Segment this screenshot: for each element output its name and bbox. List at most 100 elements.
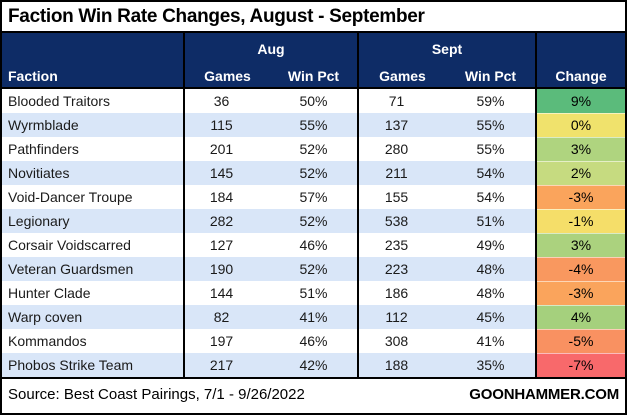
sept-games-cell: 308	[357, 329, 446, 353]
column-header-sept-win-pct: Win Pct	[464, 68, 517, 84]
sept-games-cell: 137	[357, 113, 446, 137]
sept-win-pct-cell: 55%	[476, 141, 505, 157]
sept-win-pct-cell: 41%	[476, 333, 505, 349]
table-row: Pathfinders 201 52% 280 55% 3%	[2, 137, 625, 161]
change-cell: -4%	[535, 257, 625, 281]
change-cell: 2%	[535, 161, 625, 185]
sept-win-pct-cell: 51%	[476, 213, 505, 229]
change-cell: -7%	[535, 353, 625, 377]
aug-games-cell: 144	[183, 281, 270, 305]
table-row: Corsair Voidscarred 127 46% 235 49% 3%	[2, 233, 625, 257]
header-blank-faction	[2, 33, 183, 60]
source-note: Source: Best Coast Pairings, 7/1 - 9/26/…	[8, 385, 305, 403]
aug-games-cell: 282	[183, 209, 270, 233]
table-row: Phobos Strike Team 217 42% 188 35% -7%	[2, 353, 625, 377]
aug-win-pct-cell: 52%	[299, 261, 328, 277]
aug-games-cell: 115	[183, 113, 270, 137]
aug-games-cell: 127	[183, 233, 270, 257]
sept-win-pct-cell: 45%	[476, 309, 505, 325]
table-row: Novitiates 145 52% 211 54% 2%	[2, 161, 625, 185]
faction-name-cell: Hunter Clade	[8, 285, 91, 301]
aug-win-pct-cell: 46%	[299, 333, 328, 349]
table-row: Blooded Traitors 36 50% 71 59% 9%	[2, 89, 625, 113]
faction-name-cell: Pathfinders	[8, 141, 79, 157]
faction-name-cell: Veteran Guardsmen	[8, 261, 134, 277]
aug-win-pct-cell: 55%	[299, 117, 328, 133]
sept-win-pct-cell: 48%	[476, 285, 505, 301]
sept-win-pct-cell: 55%	[476, 117, 505, 133]
table-row: Kommandos 197 46% 308 41% -5%	[2, 329, 625, 353]
change-cell: 3%	[535, 233, 625, 257]
sept-games-cell: 280	[357, 137, 446, 161]
aug-win-pct-cell: 57%	[299, 189, 328, 205]
table-row: Legionary 282 52% 538 51% -1%	[2, 209, 625, 233]
page-title: Faction Win Rate Changes, August - Septe…	[2, 2, 625, 33]
sept-win-pct-cell: 54%	[476, 165, 505, 181]
sept-games-cell: 112	[357, 305, 446, 329]
change-cell: 3%	[535, 137, 625, 161]
sept-win-pct-cell: 48%	[476, 261, 505, 277]
sept-win-pct-cell: 54%	[476, 189, 505, 205]
sept-games-cell: 211	[357, 161, 446, 185]
aug-games-cell: 145	[183, 161, 270, 185]
column-group-aug: Aug	[183, 33, 357, 60]
sept-games-cell: 188	[357, 353, 446, 377]
faction-name-cell: Corsair Voidscarred	[8, 237, 131, 253]
column-header-aug-win-pct: Win Pct	[287, 68, 340, 84]
header-group-row: Aug Sept	[2, 33, 625, 60]
aug-win-pct-cell: 50%	[299, 93, 328, 109]
faction-name-cell: Phobos Strike Team	[8, 357, 134, 373]
faction-name-cell: Wyrmblade	[8, 117, 79, 133]
aug-games-cell: 184	[183, 185, 270, 209]
column-header-faction: Faction	[8, 68, 58, 84]
table-header: Aug Sept Faction Games Win Pct Games Win…	[2, 33, 625, 89]
table-body: Blooded Traitors 36 50% 71 59% 9% Wyrmbl…	[2, 89, 625, 377]
aug-games-cell: 190	[183, 257, 270, 281]
faction-name-cell: Warp coven	[8, 309, 83, 325]
aug-win-pct-cell: 52%	[299, 213, 328, 229]
aug-win-pct-cell: 46%	[299, 237, 328, 253]
change-cell: 0%	[535, 113, 625, 137]
faction-name-cell: Void-Dancer Troupe	[8, 189, 133, 205]
table-row: Wyrmblade 115 55% 137 55% 0%	[2, 113, 625, 137]
aug-games-cell: 82	[183, 305, 270, 329]
change-cell: -5%	[535, 329, 625, 353]
change-cell: -3%	[535, 281, 625, 305]
aug-win-pct-cell: 42%	[299, 357, 328, 373]
sept-win-pct-cell: 59%	[476, 93, 505, 109]
table-footer: Source: Best Coast Pairings, 7/1 - 9/26/…	[2, 377, 625, 409]
sept-games-cell: 235	[357, 233, 446, 257]
aug-win-pct-cell: 41%	[299, 309, 328, 325]
header-column-row: Faction Games Win Pct Games Win Pct Chan…	[2, 60, 625, 87]
sept-games-cell: 71	[357, 89, 446, 113]
aug-games-cell: 217	[183, 353, 270, 377]
aug-games-cell: 201	[183, 137, 270, 161]
table-row: Veteran Guardsmen 190 52% 223 48% -4%	[2, 257, 625, 281]
sept-games-cell: 186	[357, 281, 446, 305]
faction-name-cell: Blooded Traitors	[8, 93, 110, 109]
sept-games-cell: 155	[357, 185, 446, 209]
change-cell: 4%	[535, 305, 625, 329]
table-row: Hunter Clade 144 51% 186 48% -3%	[2, 281, 625, 305]
sept-win-pct-cell: 49%	[476, 237, 505, 253]
aug-games-cell: 197	[183, 329, 270, 353]
column-group-sept: Sept	[357, 33, 535, 60]
aug-win-pct-cell: 52%	[299, 141, 328, 157]
table-row: Warp coven 82 41% 112 45% 4%	[2, 305, 625, 329]
header-blank-change	[535, 33, 625, 60]
table-row: Void-Dancer Troupe 184 57% 155 54% -3%	[2, 185, 625, 209]
column-header-aug-games: Games	[183, 60, 270, 87]
faction-name-cell: Kommandos	[8, 333, 87, 349]
change-cell: -1%	[535, 209, 625, 233]
change-cell: 9%	[535, 89, 625, 113]
sept-win-pct-cell: 35%	[476, 357, 505, 373]
aug-games-cell: 36	[183, 89, 270, 113]
column-header-sept-games: Games	[357, 60, 446, 87]
aug-win-pct-cell: 52%	[299, 165, 328, 181]
brand-logo: GOONHAMMER.COM	[469, 385, 619, 403]
faction-name-cell: Novitiates	[8, 165, 70, 181]
change-cell: -3%	[535, 185, 625, 209]
column-header-change: Change	[535, 60, 625, 87]
sept-games-cell: 538	[357, 209, 446, 233]
